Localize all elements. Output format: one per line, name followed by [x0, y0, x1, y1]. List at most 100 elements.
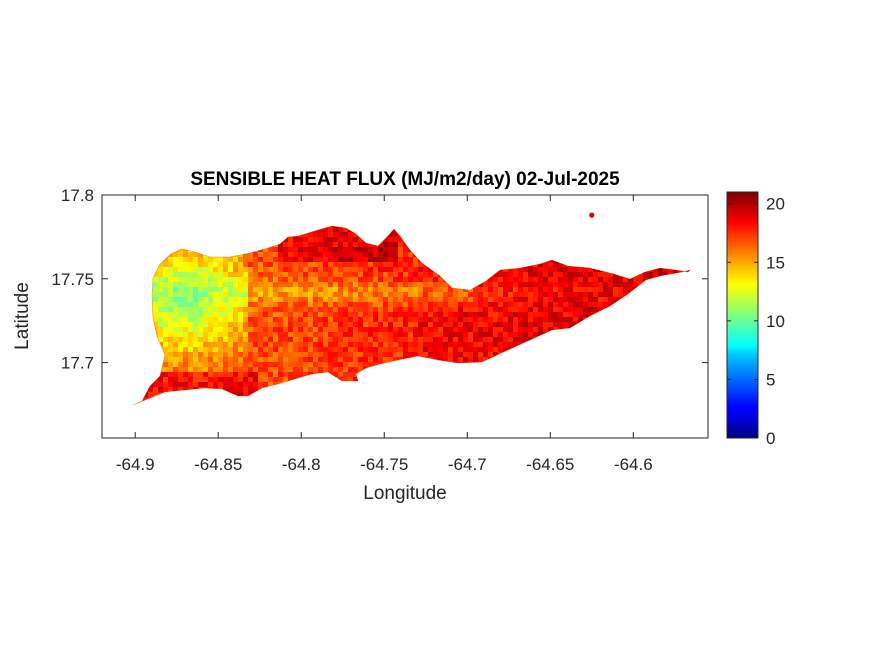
heat-flux-cell [163, 272, 169, 278]
heat-flux-cell [363, 277, 369, 283]
heat-flux-cell [208, 352, 214, 358]
heat-flux-cell [283, 237, 289, 243]
heat-flux-cell [633, 282, 639, 288]
heat-flux-cell [418, 337, 424, 343]
islet-marker [589, 212, 595, 218]
heat-flux-cell [403, 342, 409, 348]
heat-flux-cell [508, 287, 514, 293]
heat-flux-cell [423, 312, 429, 318]
heat-flux-cell [493, 337, 499, 343]
heat-flux-cell [268, 262, 274, 268]
heat-flux-cell [218, 382, 224, 388]
heat-flux-cell [228, 362, 234, 368]
heat-flux-cell [173, 352, 179, 358]
heat-flux-cell [468, 307, 474, 313]
heat-flux-cell [498, 317, 504, 323]
heat-flux-cell [203, 332, 209, 338]
heat-flux-cell [293, 342, 299, 348]
heat-flux-cell [278, 357, 284, 363]
heat-flux-cell [248, 332, 254, 338]
heat-flux-cell [163, 267, 169, 273]
heat-flux-cell [443, 337, 449, 343]
heat-flux-cell [603, 277, 609, 283]
heat-flux-cell [493, 317, 499, 323]
heat-flux-cell [578, 287, 584, 293]
heat-flux-cell [208, 327, 214, 333]
heat-flux-cell [433, 292, 439, 298]
heat-flux-cell [468, 302, 474, 308]
heat-flux-cell [173, 332, 179, 338]
heat-flux-cell [403, 287, 409, 293]
heat-flux-cell [438, 282, 444, 288]
heat-flux-cell [258, 377, 264, 383]
heat-flux-cell [328, 242, 334, 248]
heat-flux-cell [243, 367, 249, 373]
heat-flux-cell [258, 312, 264, 318]
heat-flux-cell [588, 287, 594, 293]
heat-flux-cell [323, 292, 329, 298]
heat-flux-cell [548, 307, 554, 313]
heat-flux-cell [223, 332, 229, 338]
heat-flux-cell [328, 287, 334, 293]
heat-flux-cell [143, 392, 149, 398]
heat-flux-cell [363, 282, 369, 288]
heat-flux-cell [193, 372, 199, 378]
heat-flux-cell [363, 312, 369, 318]
heat-flux-cell [168, 307, 174, 313]
heat-flux-cell [493, 312, 499, 318]
heat-flux-cell [353, 267, 359, 273]
heat-flux-cell [568, 267, 574, 273]
heat-flux-cell [188, 372, 194, 378]
heat-flux-cell [253, 257, 259, 263]
heat-flux-cell [188, 267, 194, 273]
heat-flux-cell [513, 302, 519, 308]
heat-flux-cell [263, 277, 269, 283]
heat-flux-cell [393, 292, 399, 298]
heat-flux-cell [648, 272, 654, 278]
heat-flux-cell [353, 257, 359, 263]
heat-flux-cell [563, 287, 569, 293]
heat-flux-cell [368, 332, 374, 338]
heat-flux-cell [318, 242, 324, 248]
heat-flux-cell [338, 307, 344, 313]
heat-flux-cell [283, 327, 289, 333]
heat-flux-cell [523, 277, 529, 283]
heat-flux-cell [348, 262, 354, 268]
heat-flux-cell [183, 382, 189, 388]
heat-flux-cell [308, 277, 314, 283]
heat-flux-cell [298, 282, 304, 288]
heat-flux-cell [393, 257, 399, 263]
heat-flux-cell [158, 272, 164, 278]
heat-flux-cell [318, 347, 324, 353]
heat-flux-cell [193, 367, 199, 373]
heat-flux-cell [208, 287, 214, 293]
heat-flux-cell [493, 327, 499, 333]
heat-flux-cell [173, 377, 179, 383]
heat-flux-cell [408, 317, 414, 323]
heat-flux-cell [293, 267, 299, 273]
heat-flux-cell [523, 322, 529, 328]
heat-flux-cell [303, 322, 309, 328]
heat-flux-cell [348, 302, 354, 308]
heat-flux-cell [373, 327, 379, 333]
heat-flux-cell [393, 277, 399, 283]
heat-flux-cell [598, 302, 604, 308]
heat-flux-cell [253, 277, 259, 283]
heat-flux-cell [263, 337, 269, 343]
heat-flux-cell [203, 302, 209, 308]
heat-flux-cell [328, 227, 334, 233]
heat-flux-cell [183, 257, 189, 263]
heat-flux-cell [318, 262, 324, 268]
heat-flux-cell [418, 297, 424, 303]
heat-flux-cell [283, 372, 289, 378]
heat-flux-cell [368, 327, 374, 333]
heat-flux-cell [338, 357, 344, 363]
heat-flux-cell [493, 282, 499, 288]
heat-flux-cell [563, 267, 569, 273]
heat-flux-cell [343, 362, 349, 368]
heat-flux-cell [253, 262, 259, 268]
heat-flux-cell [448, 342, 454, 348]
heat-flux-cell [263, 252, 269, 258]
heat-flux-cell [343, 347, 349, 353]
heat-flux-cell [198, 257, 204, 263]
